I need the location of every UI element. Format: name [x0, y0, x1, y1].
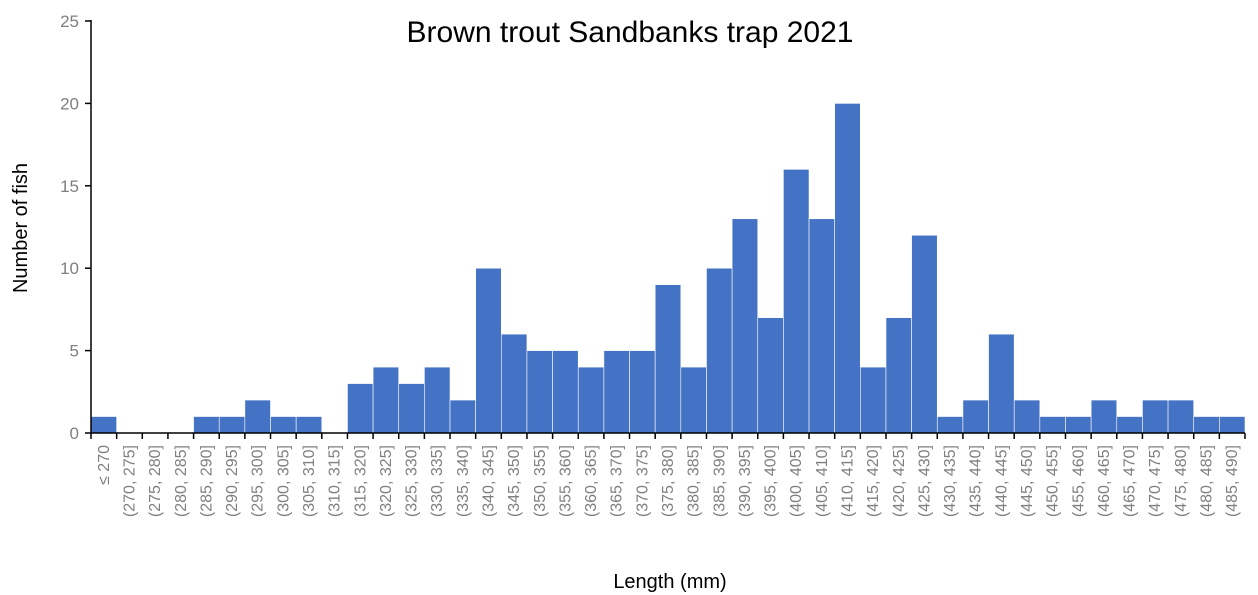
bar	[270, 416, 297, 434]
x-tick-label: (480, 485]	[1199, 445, 1216, 517]
bar	[244, 399, 271, 434]
y-axis-ticks: 0 5 10 15 20 25	[60, 12, 91, 443]
bar	[449, 399, 476, 434]
bar	[1013, 399, 1041, 434]
bar	[706, 267, 733, 434]
bar	[193, 416, 220, 434]
bar	[1219, 416, 1246, 434]
bar	[218, 416, 246, 434]
x-tick-label: (465, 470]	[1122, 445, 1139, 517]
y-tick-label: 0	[70, 424, 79, 443]
x-tick-label: (425, 430]	[916, 445, 933, 517]
bar	[577, 366, 605, 434]
bar	[1167, 399, 1195, 434]
bar	[808, 218, 835, 434]
x-tick-label: (410, 415]	[840, 445, 857, 517]
x-tick-label: (340, 345]	[480, 445, 497, 517]
x-tick-label: (420, 425]	[891, 445, 908, 517]
bar	[501, 333, 528, 434]
x-tick-label: (375, 380]	[660, 445, 677, 517]
y-tick-label: 5	[70, 342, 79, 361]
bar	[1116, 416, 1143, 434]
x-tick-label: (350, 355]	[532, 445, 549, 517]
bar	[757, 317, 784, 434]
bar	[783, 169, 810, 434]
x-tick-label: (300, 305]	[275, 445, 292, 517]
x-tick-label: (370, 375]	[634, 445, 651, 517]
x-tick-label: (450, 455]	[1045, 445, 1062, 517]
bar	[295, 416, 323, 434]
bar	[911, 234, 938, 434]
bar	[398, 383, 425, 434]
x-tick-label: (335, 340]	[455, 445, 472, 517]
bar	[90, 416, 117, 434]
x-tick-label: (430, 435]	[942, 445, 959, 517]
bar	[988, 333, 1015, 434]
bar	[424, 366, 451, 434]
x-tick-label: (470, 475]	[1147, 445, 1164, 517]
x-tick-label: (360, 365]	[583, 445, 600, 517]
x-tick-label: (345, 350]	[506, 445, 523, 517]
x-tick-label: (290, 295]	[224, 445, 241, 517]
x-tick-label: (310, 315]	[327, 445, 344, 517]
y-tick-label: 20	[60, 94, 79, 113]
x-tick-label: (305, 310]	[301, 445, 318, 517]
x-axis-ticks: ≤ 270 (270, 275] (275, 280] (280, 285] (285,…	[90, 433, 1246, 517]
x-tick-label: (390, 395]	[737, 445, 754, 517]
bar	[1090, 399, 1118, 434]
x-tick-label: (400, 405]	[788, 445, 805, 517]
bar	[654, 284, 682, 434]
bar	[1142, 399, 1169, 434]
bar	[1193, 416, 1220, 434]
bar	[962, 399, 989, 434]
bar	[885, 317, 912, 434]
bar	[860, 366, 887, 434]
bar	[372, 366, 400, 434]
x-tick-label: (285, 290]	[198, 445, 215, 517]
x-tick-label: (415, 420]	[865, 445, 882, 517]
bar	[526, 350, 553, 434]
x-tick-label: (325, 330]	[404, 445, 421, 517]
bar	[936, 416, 964, 434]
bars-group	[90, 103, 1246, 434]
x-tick-label: (330, 335]	[429, 445, 446, 517]
x-tick-label: (275, 280]	[147, 445, 164, 517]
x-tick-label: (475, 480]	[1173, 445, 1190, 517]
x-tick-label: (485, 490]	[1224, 445, 1241, 517]
x-tick-label: (445, 450]	[1019, 445, 1036, 517]
bar	[347, 383, 374, 434]
bar	[731, 218, 759, 434]
bar	[475, 267, 502, 434]
x-tick-label: (405, 410]	[814, 445, 831, 517]
y-tick-label: 10	[60, 259, 79, 278]
x-tick-label: (355, 360]	[557, 445, 574, 517]
x-tick-label: (315, 320]	[352, 445, 369, 517]
bar	[1065, 416, 1092, 434]
x-tick-label: (270, 275]	[121, 445, 138, 517]
x-tick-label: (295, 300]	[250, 445, 267, 517]
bar	[1039, 416, 1066, 434]
y-tick-label: 25	[60, 12, 79, 31]
x-tick-label: (395, 400]	[763, 445, 780, 517]
bar	[603, 350, 630, 434]
bar	[629, 350, 656, 434]
x-tick-label: (460, 465]	[1096, 445, 1113, 517]
bar	[680, 366, 707, 434]
y-axis-title: Number of fish	[10, 163, 32, 293]
bar	[552, 350, 579, 434]
chart-title: Brown trout Sandbanks trap 2021	[407, 16, 854, 49]
x-tick-label: (320, 325]	[378, 445, 395, 517]
x-tick-label: (455, 460]	[1070, 445, 1087, 517]
x-tick-label: (365, 370]	[609, 445, 626, 517]
bar	[834, 103, 861, 434]
x-tick-label: (440, 445]	[993, 445, 1010, 517]
x-tick-label: (385, 390]	[711, 445, 728, 517]
x-tick-label: (280, 285]	[173, 445, 190, 517]
x-tick-label: (380, 385]	[686, 445, 703, 517]
x-axis-title: Length (mm)	[613, 571, 726, 593]
y-tick-label: 15	[60, 177, 79, 196]
x-tick-label: ≤ 270	[96, 445, 113, 485]
x-tick-label: (435, 440]	[968, 445, 985, 517]
